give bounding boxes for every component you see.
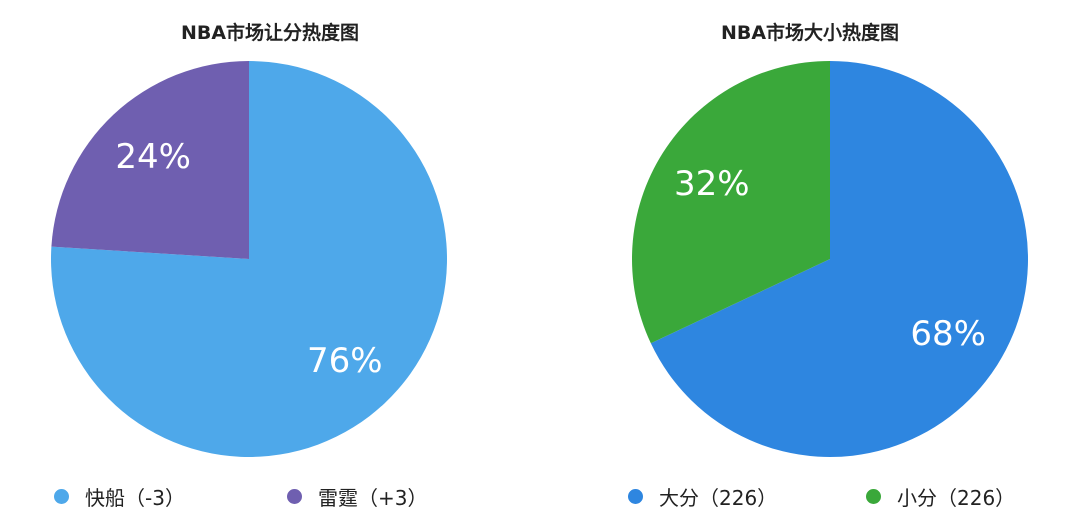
legend-label: 大分（226）: [659, 485, 778, 510]
legend-label: 快船（-3）: [85, 485, 185, 510]
legend: 快船（-3） 雷霆（+3）: [0, 481, 540, 511]
legend-label: 小分（226）: [897, 485, 1016, 510]
chart-title: NBA市场让分热度图: [180, 22, 360, 44]
legend-swatch: [287, 488, 302, 504]
slice-percent-label: 76%: [307, 341, 383, 381]
legend-item-dafen[interactable]: 大分（226）: [628, 481, 777, 511]
legend-item-kuaichuan[interactable]: 快船（-3）: [54, 481, 185, 511]
chart-title: NBA市场大小热度图: [720, 22, 900, 44]
legend-swatch: [628, 488, 643, 504]
legend-label: 雷霆（+3）: [318, 485, 428, 510]
slice-percent-label: 32%: [674, 164, 750, 204]
pie-slice[interactable]: [632, 61, 830, 344]
slice-percent-label: 68%: [910, 314, 986, 354]
legend-swatch: [54, 488, 69, 504]
legend-item-leiting[interactable]: 雷霆（+3）: [287, 481, 427, 511]
legend: 大分（226） 小分（226）: [540, 481, 1080, 511]
left-pie-chart: NBA市场让分热度图 76% 24% 快船（-3） 雷霆（+3）: [0, 22, 540, 511]
pie-slice[interactable]: [650, 61, 1028, 458]
legend-swatch: [866, 488, 881, 504]
right-pie-chart: NBA市场大小热度图 68% 32% 大分（226） 小分（226）: [540, 0, 1080, 531]
pie-slice[interactable]: [51, 61, 249, 259]
legend-item-xiaofen[interactable]: 小分（226）: [866, 481, 1015, 511]
slice-percent-label: 24%: [115, 137, 191, 177]
right-pie-svg: 68% 32%: [632, 61, 1028, 458]
left-pie-svg: 76% 24%: [51, 61, 447, 457]
